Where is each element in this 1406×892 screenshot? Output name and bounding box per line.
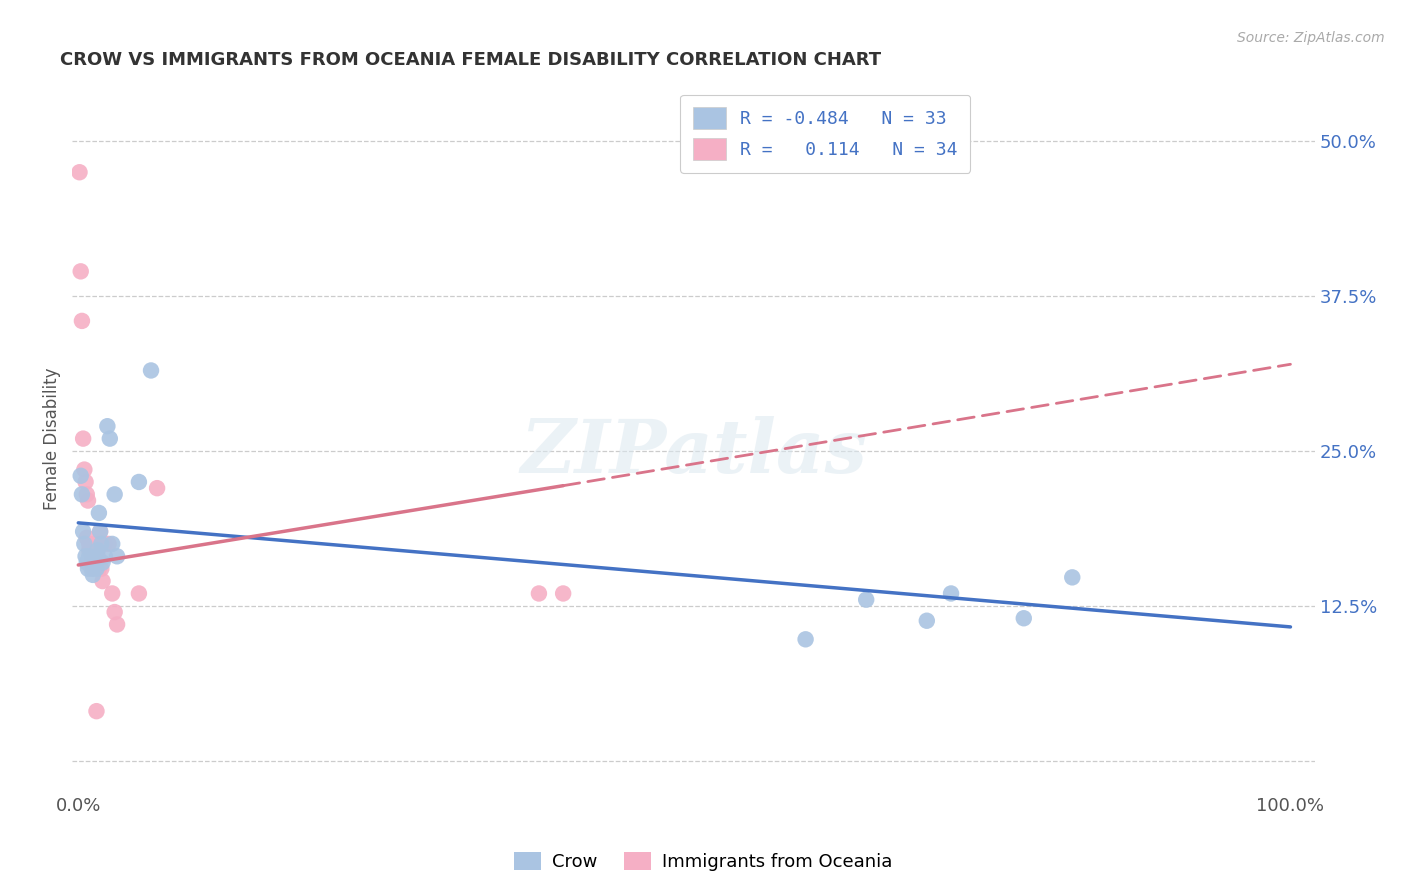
Point [69,165,91,179]
Point [79,543,101,558]
Point [76,487,98,501]
Point [75,475,97,489]
Point [70,487,93,501]
Point [855,592,877,607]
Point [94,549,117,564]
Point [128,586,150,600]
Point [73,462,96,476]
Point [69,264,91,278]
Point [77,562,100,576]
Point [87,562,110,576]
Point [89,524,111,539]
Point [82,562,104,576]
Point [73,537,96,551]
Point [553,586,575,600]
Point [1012,611,1035,625]
Text: ZIPatlas: ZIPatlas [520,417,868,489]
Point [80,556,103,570]
Point [76,556,98,570]
Point [794,632,817,647]
Legend: R = -0.484   N = 33, R =   0.114   N = 34: R = -0.484 N = 33, R = 0.114 N = 34 [681,95,970,173]
Point [69,468,91,483]
Point [104,605,127,619]
Point [105,549,128,564]
Point [105,617,128,632]
Point [75,549,97,564]
Point [101,586,124,600]
Point [82,567,104,582]
Point [86,704,108,718]
Point [915,614,938,628]
Point [83,537,105,551]
Point [91,574,114,588]
Point [80,562,103,576]
Point [84,549,107,564]
Point [91,556,114,570]
Point [89,524,111,539]
Point [90,562,112,576]
Point [76,531,98,545]
Point [1062,570,1084,584]
Point [77,543,100,558]
Point [72,432,94,446]
Point [70,314,93,328]
Point [90,537,112,551]
Point [98,432,121,446]
Point [104,487,127,501]
Point [86,537,108,551]
Point [80,549,103,564]
Point [94,537,117,551]
Point [146,481,169,495]
Point [939,586,962,600]
Point [77,549,100,564]
Point [86,549,108,564]
Point [84,549,107,564]
Point [83,549,105,564]
Point [96,419,118,434]
Point [139,363,162,377]
Point [83,556,105,570]
Point [527,586,550,600]
Point [87,506,110,520]
Point [72,524,94,539]
Point [97,537,120,551]
Point [77,537,100,551]
Point [86,543,108,558]
Point [86,562,108,576]
Text: CROW VS IMMIGRANTS FROM OCEANIA FEMALE DISABILITY CORRELATION CHART: CROW VS IMMIGRANTS FROM OCEANIA FEMALE D… [60,51,882,69]
Y-axis label: Female Disability: Female Disability [44,368,60,510]
Text: Source: ZipAtlas.com: Source: ZipAtlas.com [1237,31,1385,45]
Legend: Crow, Immigrants from Oceania: Crow, Immigrants from Oceania [506,845,900,879]
Point [79,556,101,570]
Point [77,493,100,508]
Point [101,537,124,551]
Point [128,475,150,489]
